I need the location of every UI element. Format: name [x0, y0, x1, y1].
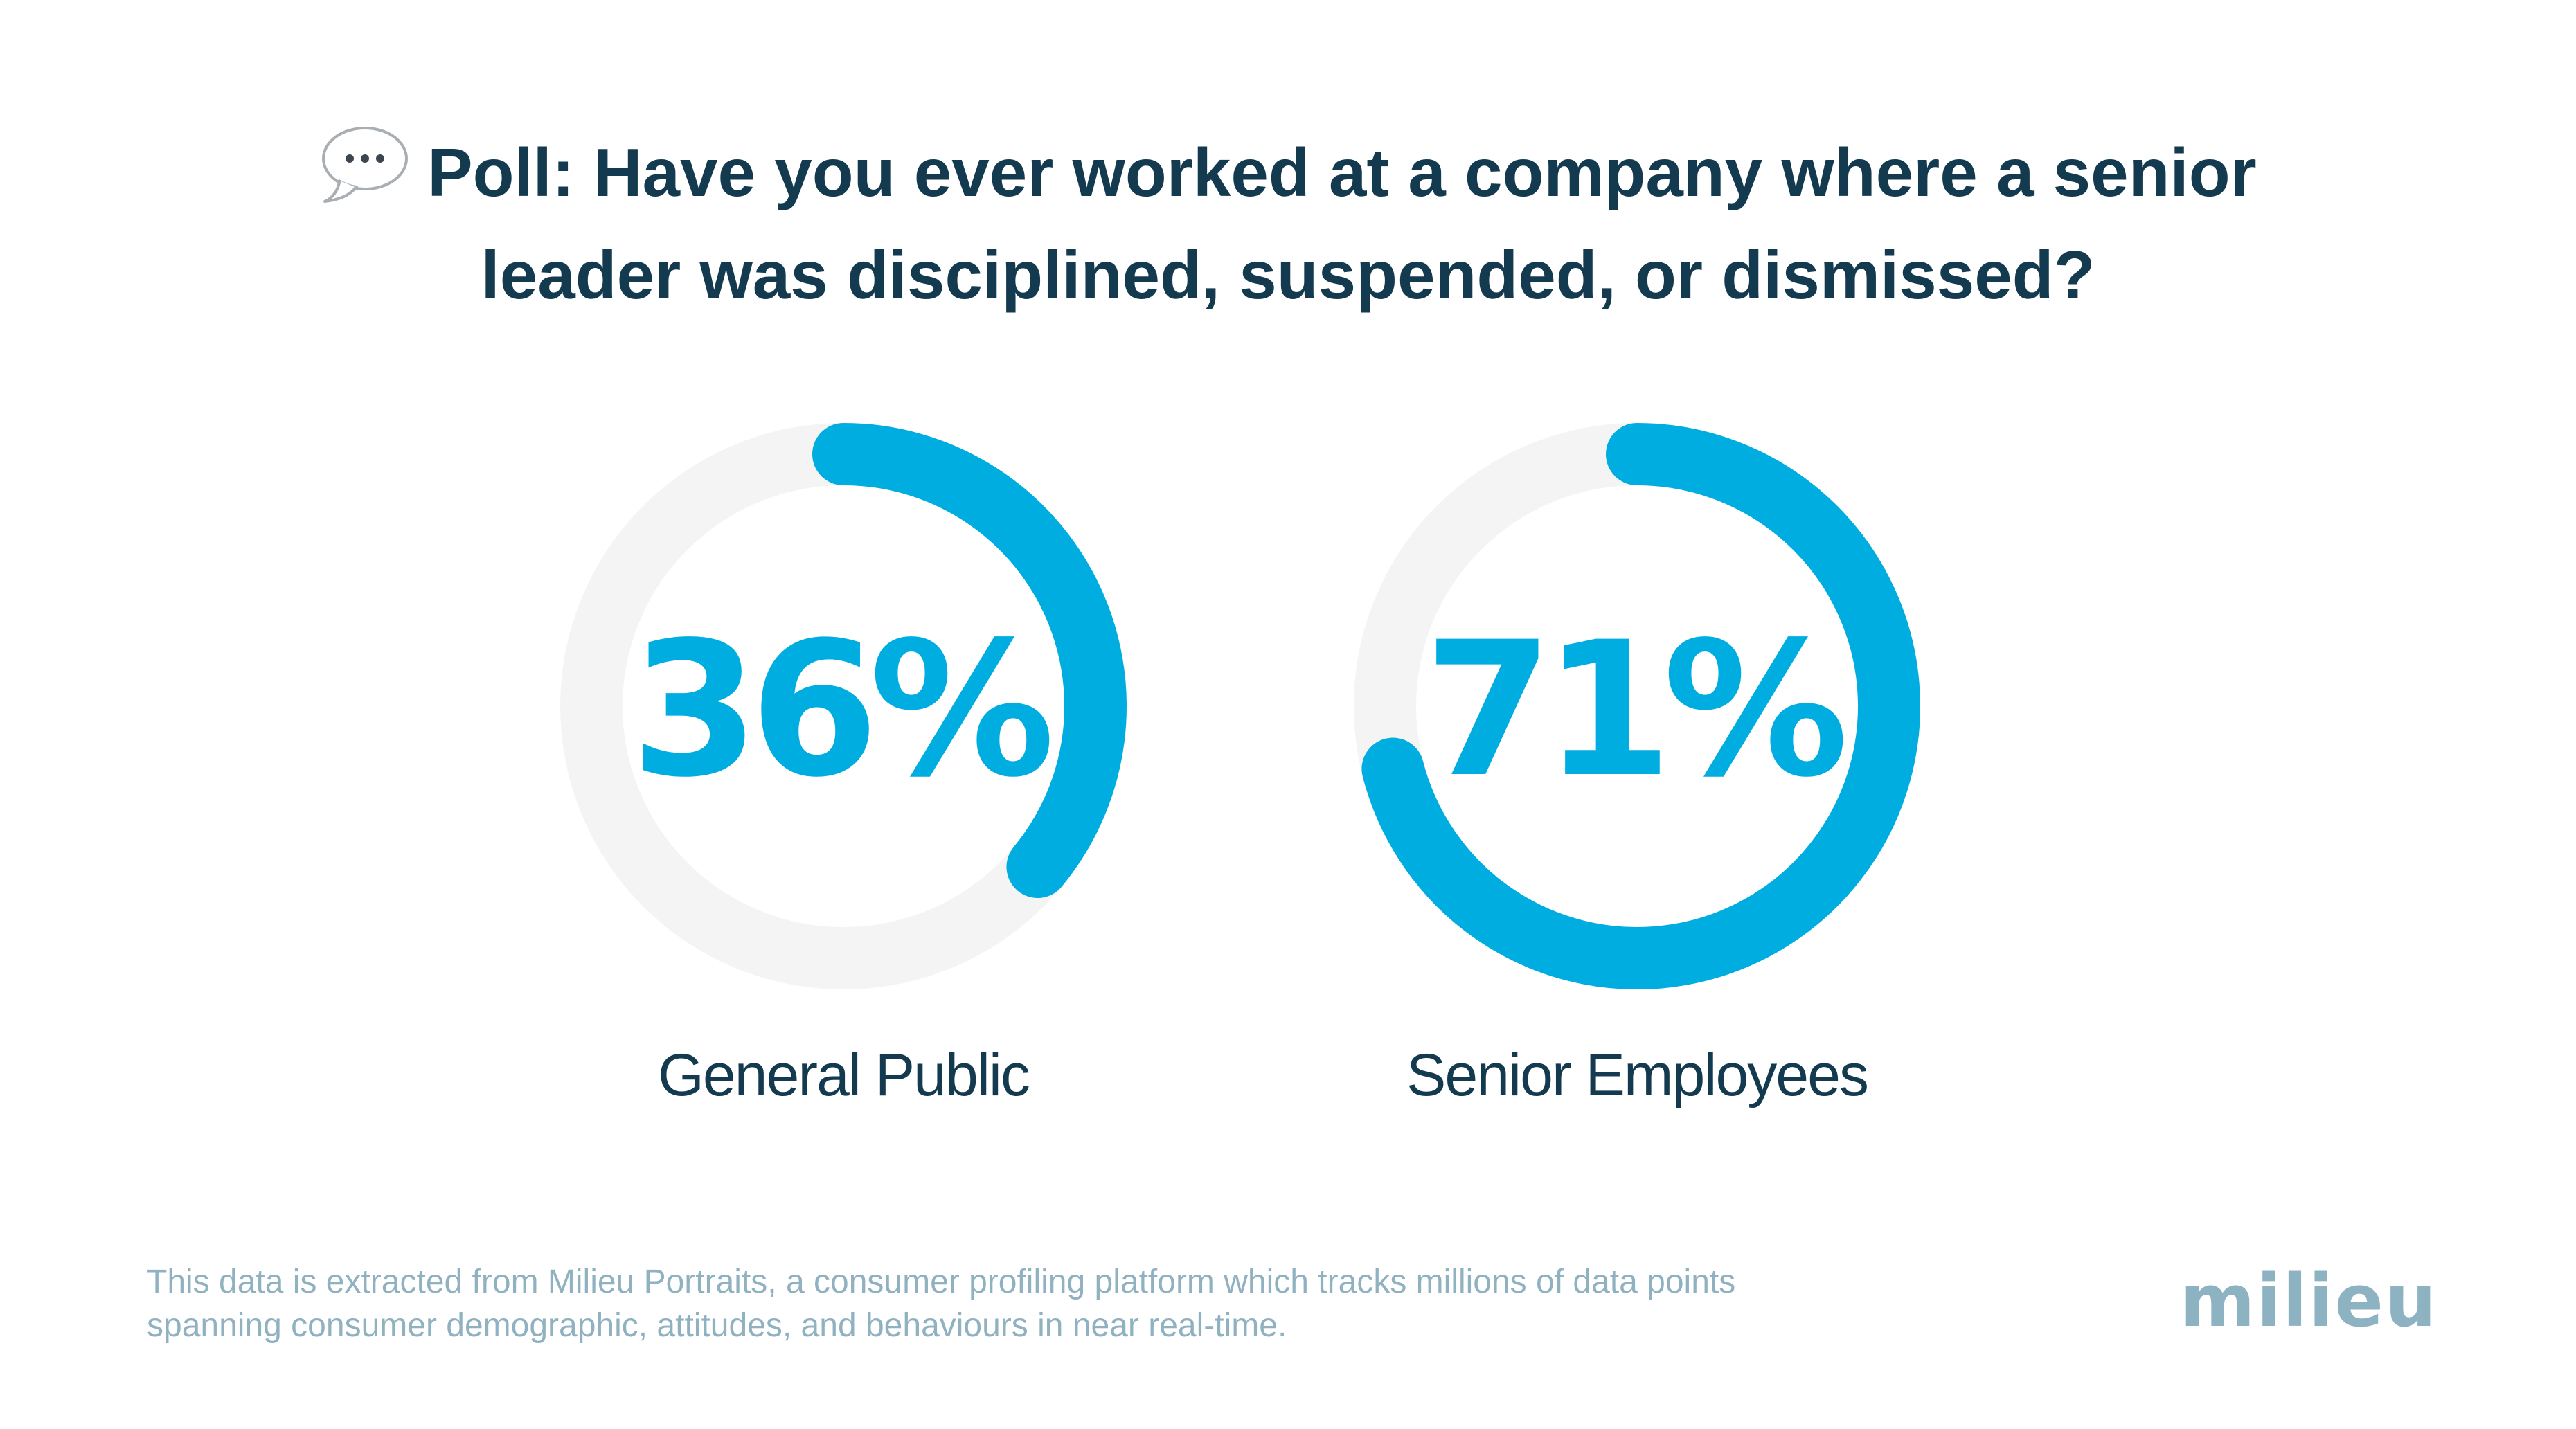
- donut-senior-employees: 71% Senior Employees: [1354, 423, 1920, 1108]
- speech-bubble-icon: [322, 127, 409, 203]
- chart-title: Poll: Have you ever worked at a company …: [0, 121, 2576, 326]
- category-label-senior-employees: Senior Employees: [1406, 1042, 1868, 1108]
- chart-title-text-1: Poll: Have you ever worked at a company …: [427, 134, 2257, 210]
- donut-value-senior-employees: 71%: [1424, 602, 1845, 818]
- donut-arc-senior-employees: [1361, 423, 1920, 989]
- donut-charts: 36% General Public 71% Senior Employees: [560, 423, 1920, 1108]
- footnote-line-2: spanning consumer demographic, attitudes…: [147, 1307, 1287, 1344]
- milieu-logo: milieu: [2180, 1259, 2438, 1343]
- category-label-general-public: General Public: [658, 1042, 1029, 1108]
- chart-title-text-2: leader was disciplined, suspended, or di…: [481, 237, 2095, 313]
- donut-value-general-public: 36%: [630, 602, 1052, 818]
- chart-title-line-1: Poll: Have you ever worked at a company …: [0, 121, 2576, 224]
- donut-general-public: 36% General Public: [560, 423, 1127, 1108]
- footnote-line-1: This data is extracted from Milieu Portr…: [147, 1264, 1736, 1300]
- footnote: This data is extracted from Milieu Portr…: [147, 1260, 2016, 1347]
- donut-arc-general-public: [812, 423, 1127, 899]
